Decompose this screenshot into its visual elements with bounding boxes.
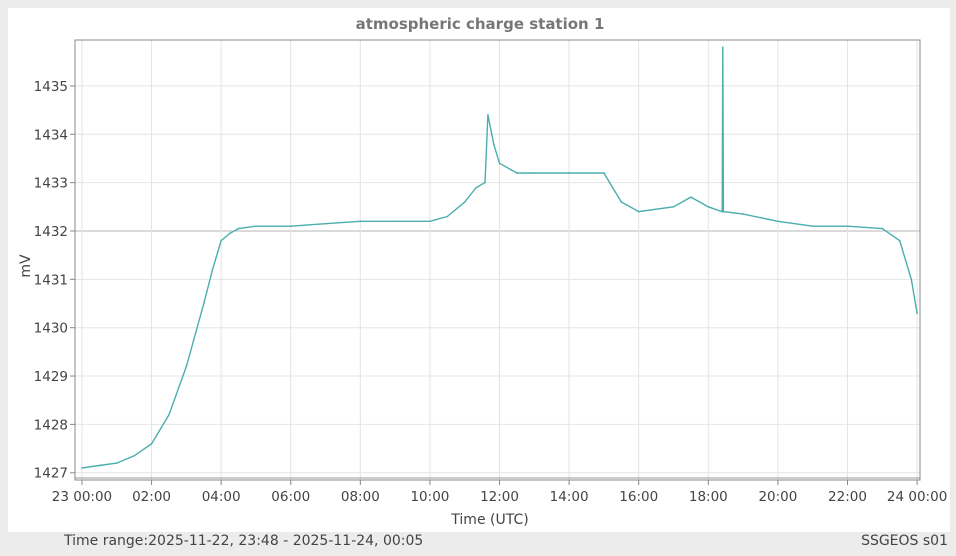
data-point <box>229 232 231 235</box>
data-point <box>492 143 495 145</box>
data-point <box>603 172 605 174</box>
data-point <box>150 442 153 445</box>
data-point <box>846 225 849 227</box>
data-point <box>568 172 570 174</box>
x-tick-label: 24 00:00 <box>887 489 947 505</box>
y-axis-label: mV <box>18 254 34 278</box>
x-tick-label: 06:00 <box>271 489 310 505</box>
x-tick-label: 02:00 <box>132 489 171 505</box>
x-tick-label: 04:00 <box>202 489 241 505</box>
y-tick-label: 1434 <box>34 127 68 143</box>
data-point <box>133 455 135 457</box>
data-point <box>777 220 779 223</box>
data-point <box>707 206 710 208</box>
data-point <box>487 114 489 116</box>
data-point <box>721 210 724 213</box>
data-point <box>881 227 884 230</box>
data-point <box>898 239 901 242</box>
chart-title: atmospheric charge station 1 <box>356 15 605 33</box>
x-tick-label: 12:00 <box>480 489 519 505</box>
data-point <box>115 462 118 464</box>
x-tick-label: 23 00:00 <box>52 489 112 505</box>
data-point <box>722 210 725 213</box>
data-point <box>211 268 214 271</box>
data-point <box>237 227 240 230</box>
data-point <box>289 225 292 227</box>
x-axis-label: Time (UTC) <box>450 512 528 528</box>
data-point <box>516 172 518 174</box>
data-point <box>620 201 623 203</box>
y-axis: 1427 1428 1429 1430 1431 1432 1433 1434 1435 <box>34 79 75 482</box>
x-tick-label: 10:00 <box>410 489 449 505</box>
grid <box>75 40 920 480</box>
data-point <box>98 464 101 467</box>
data-point <box>722 46 724 49</box>
time-range-label: Time range:2025-11-22, 23:48 - 2025-11-2… <box>64 533 424 549</box>
data-point <box>811 225 814 227</box>
x-tick-label: 18:00 <box>689 489 728 505</box>
plot-frame <box>74 39 921 481</box>
data-point <box>429 220 431 223</box>
y-tick-label: 1427 <box>34 466 68 482</box>
y-tick-label: 1431 <box>34 272 68 288</box>
data-point <box>202 302 205 305</box>
data-point <box>463 201 466 203</box>
data-point <box>220 239 222 242</box>
y-tick-label: 1433 <box>34 176 68 192</box>
y-tick-label: 1429 <box>34 369 68 385</box>
data-point <box>637 210 640 213</box>
data-point <box>255 225 257 227</box>
data-point <box>690 196 692 198</box>
chart: atmospheric charge station 1 14271428142… <box>18 15 947 528</box>
data-point <box>742 213 744 215</box>
data-point <box>168 413 170 416</box>
series-layer <box>81 46 918 469</box>
data-point <box>910 278 913 281</box>
x-axis: 23 00:00 02:00 04:00 06:00 08:00 10:00 12:00 14… <box>52 480 947 505</box>
y-tick-label: 1428 <box>34 417 68 433</box>
data-point <box>533 172 536 174</box>
data-point <box>484 181 486 184</box>
data-point <box>185 365 188 368</box>
x-tick-label: 16:00 <box>619 489 658 505</box>
data-point <box>394 220 396 223</box>
data-point <box>359 220 362 223</box>
data-point <box>475 186 478 189</box>
y-tick-label: 1432 <box>34 224 68 240</box>
x-tick-label: 20:00 <box>758 489 797 505</box>
data-point <box>916 312 918 314</box>
data-point <box>81 467 83 469</box>
data-point <box>324 222 327 225</box>
data-point <box>498 162 501 165</box>
x-tick-label: 08:00 <box>341 489 380 505</box>
y-tick-label: 1430 <box>34 321 68 337</box>
station-label: SSGEOS s01 <box>861 533 948 549</box>
data-point <box>446 215 449 218</box>
y-tick-label: 1435 <box>34 79 68 95</box>
x-tick-label: 14:00 <box>550 489 589 505</box>
data-point <box>672 206 675 208</box>
chart-panel: atmospheric charge station 1 1427 1428 142… <box>8 8 950 532</box>
x-tick-label: 22:00 <box>828 489 867 505</box>
